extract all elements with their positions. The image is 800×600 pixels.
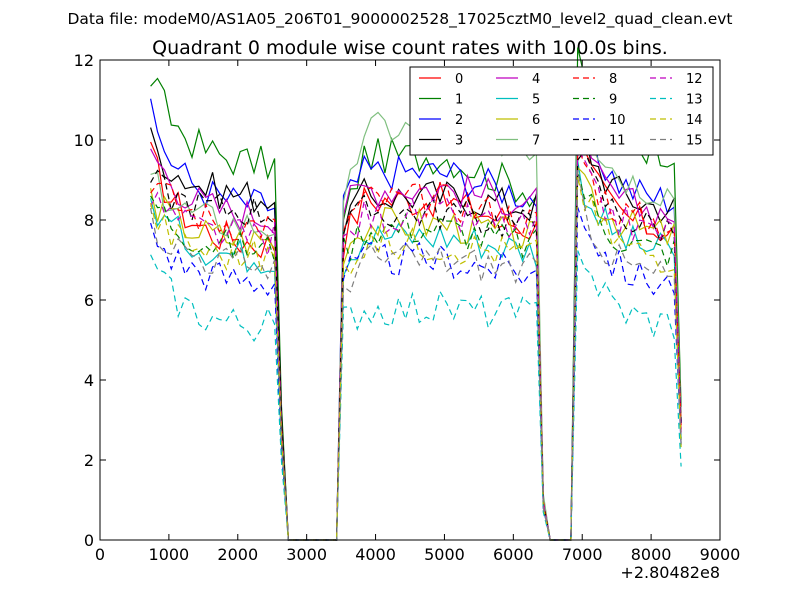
y-tick-label: 10: [74, 131, 94, 150]
x-tick-label: 8000: [631, 545, 672, 564]
x-tick-label: 9000: [700, 545, 741, 564]
figure-suptitle: Data file: modeM0/AS1A05_206T01_90000025…: [67, 10, 732, 29]
series-line-8: [150, 146, 682, 541]
legend-label-5: 5: [532, 93, 540, 108]
y-tick-label: 4: [84, 371, 94, 390]
x-tick-label: 2000: [217, 545, 258, 564]
legend-label-12: 12: [686, 72, 703, 87]
legend-label-1: 1: [455, 93, 463, 108]
x-tick-label: 1000: [149, 545, 190, 564]
legend-label-9: 9: [609, 93, 617, 108]
legend-label-7: 7: [532, 134, 540, 149]
plot-lines: [150, 47, 682, 541]
legend-label-2: 2: [455, 113, 463, 128]
series-line-3: [150, 107, 682, 541]
legend-label-13: 13: [686, 93, 703, 108]
series-line-10: [150, 207, 682, 541]
legend-label-14: 14: [686, 113, 703, 128]
x-tick-label: 5000: [424, 545, 465, 564]
y-tick-label: 6: [84, 291, 94, 310]
legend-label-4: 4: [532, 72, 540, 87]
axis-ticks: 0 1000 2000 3000 4000 5000 6000 7000 8000 9000 0 2 4…: [74, 51, 741, 564]
x-tick-label: 6000: [493, 545, 534, 564]
chart-title: Quadrant 0 module wise count rates with …: [152, 37, 668, 59]
series-line-4: [150, 136, 682, 541]
legend-box: [409, 66, 714, 156]
series-line-11: [150, 149, 682, 541]
y-tick-label: 12: [74, 51, 94, 70]
legend-label-11: 11: [609, 134, 626, 149]
series-line-14: [150, 176, 682, 541]
x-tick-label: 4000: [355, 545, 396, 564]
legend-label-0: 0: [455, 72, 463, 87]
y-tick-label: 0: [84, 531, 94, 550]
x-offset-label: +2.80482e8: [620, 563, 720, 582]
legend-label-10: 10: [609, 113, 626, 128]
series-line-9: [150, 170, 682, 541]
series-line-2: [150, 85, 682, 541]
legend-label-3: 3: [455, 134, 463, 149]
y-tick-label: 8: [84, 211, 94, 230]
y-tick-label: 2: [84, 451, 94, 470]
series-line-0: [150, 141, 682, 541]
legend-label-15: 15: [686, 134, 703, 149]
x-tick-label: 3000: [286, 545, 327, 564]
legend-label-8: 8: [609, 72, 617, 87]
x-tick-label: 0: [95, 545, 105, 564]
legend-label-6: 6: [532, 113, 540, 128]
x-tick-label: 7000: [562, 545, 603, 564]
